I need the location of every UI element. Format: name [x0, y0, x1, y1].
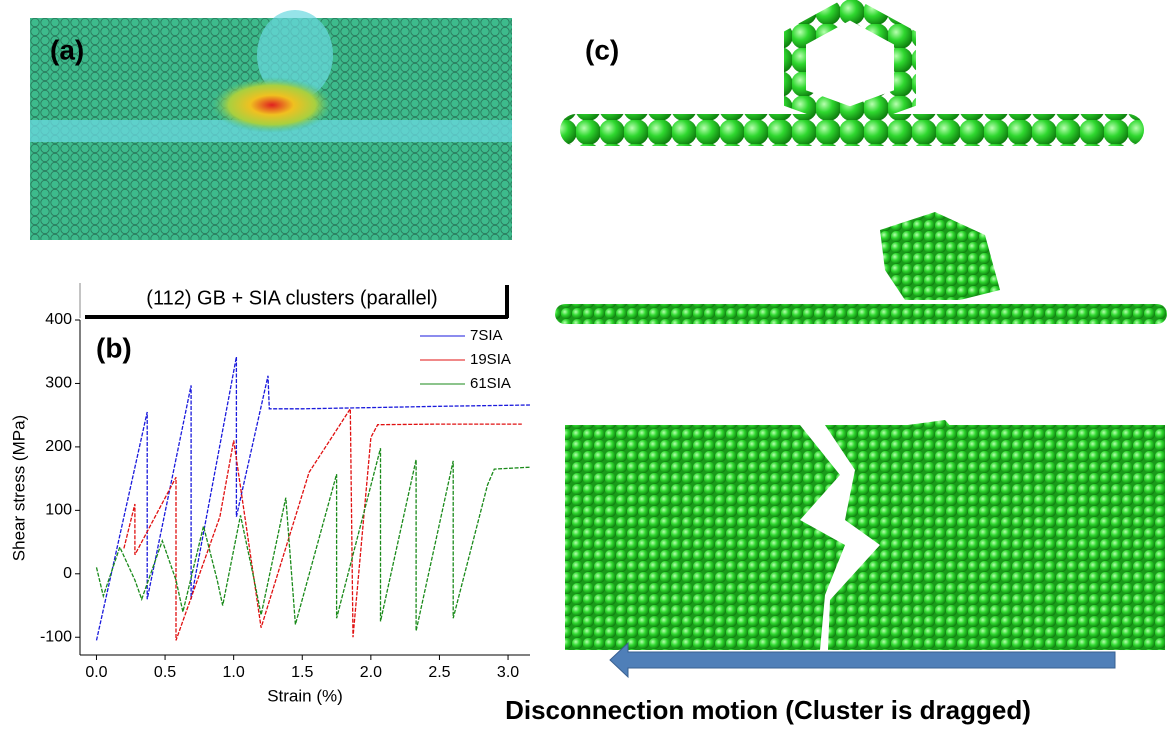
chart-title: (112) GB + SIA clusters (parallel): [146, 287, 437, 309]
cluster: [880, 212, 1000, 300]
panel-label: (c): [585, 34, 619, 65]
y-tick-label: 0: [63, 565, 72, 582]
panel-a: (a): [30, 10, 512, 240]
figure: (a) (c) Disconnection motion (Cluster is…: [0, 0, 1168, 729]
loop-cluster: [795, 8, 905, 118]
x-tick-label: 0.5: [154, 664, 176, 681]
x-tick-label: 1.5: [291, 664, 313, 681]
y-tick-label: -100: [40, 628, 72, 645]
caption: Disconnection motion (Cluster is dragged…: [505, 695, 1031, 725]
panel-b: (112) GB + SIA clusters (parallel) (b) S…: [9, 283, 530, 705]
y-tick-label: 400: [45, 311, 72, 328]
cluster-field: [210, 77, 334, 133]
x-axis-label: Strain (%): [267, 686, 343, 705]
x-tick-label: 3.0: [497, 664, 519, 681]
panel-label: (b): [96, 332, 132, 363]
panel-c: (c) Disconnection motion (Cluster is dra…: [505, 8, 1167, 725]
panel-label: (a): [50, 34, 84, 65]
y-axis-label: Shear stress (MPa): [9, 415, 28, 561]
y-tick-label: 300: [45, 375, 72, 392]
gb-row: [555, 304, 1167, 324]
y-tick-label: 100: [45, 502, 72, 519]
x-tick-label: 1.0: [223, 664, 245, 681]
x-tick-label: 0.0: [85, 664, 107, 681]
legend-label: 61SIA: [470, 375, 511, 392]
x-tick-label: 2.5: [428, 664, 450, 681]
series-line: [97, 357, 531, 641]
y-tick-label: 200: [45, 438, 72, 455]
series-line: [97, 448, 531, 631]
slab-left: [565, 425, 845, 650]
legend-label: 19SIA: [470, 351, 511, 368]
legend-label: 7SIA: [470, 327, 503, 344]
x-tick-label: 2.0: [360, 664, 382, 681]
